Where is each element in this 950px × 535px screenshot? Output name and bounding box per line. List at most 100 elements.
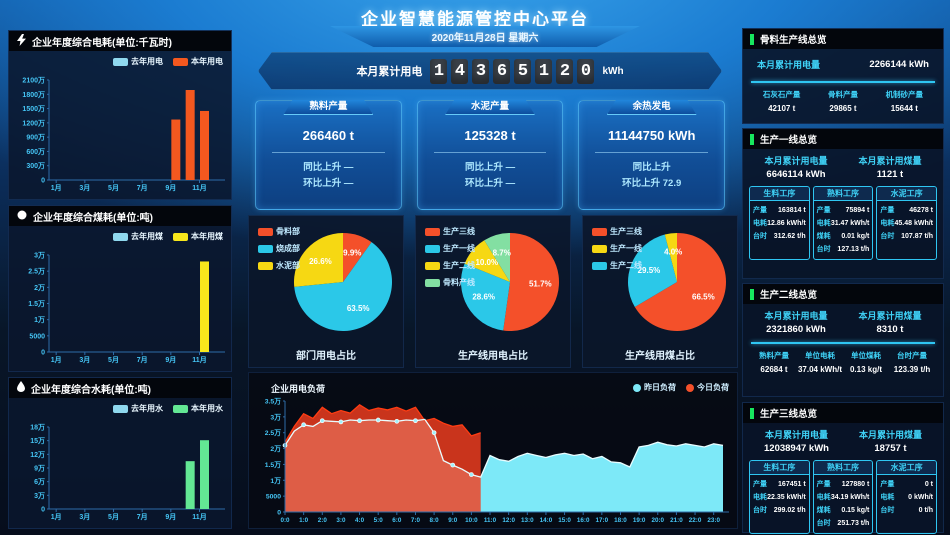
stat-value: 2321860 kWh: [766, 324, 826, 335]
legend-line-coal[interactable]: 生产三线生产一线生产二线: [592, 226, 642, 271]
legend-label: 水泥部: [276, 261, 300, 270]
svg-text:63.5%: 63.5%: [347, 304, 370, 313]
svg-text:2.5万: 2.5万: [28, 268, 45, 276]
svg-text:3.5万: 3.5万: [265, 398, 281, 406]
svg-text:26.6%: 26.6%: [309, 257, 332, 266]
process-card-rows: 产量 167451 t 电耗 22.35 kWh/t 台时 299.02 t/h: [750, 475, 809, 520]
legend-item[interactable]: 去年用水: [113, 403, 163, 414]
metric-label: 骨料产量: [827, 90, 858, 99]
legend-item[interactable]: 骨料产线: [425, 277, 475, 288]
svg-text:21:0: 21:0: [670, 517, 683, 524]
legend-item[interactable]: 水泥部: [258, 260, 300, 271]
process-metric-label: 台时: [816, 246, 831, 253]
svg-text:4.0%: 4.0%: [664, 247, 682, 256]
process-metric-value: 45.48 kWh/t: [894, 220, 934, 227]
svg-text:9:0: 9:0: [448, 517, 458, 524]
stat-value: 8310 t: [876, 324, 904, 335]
legend-swatch: [258, 227, 273, 236]
stat-card-metric: 环比上升 —: [464, 178, 516, 189]
svg-text:600万: 600万: [26, 148, 45, 156]
legend-item[interactable]: 今日负荷: [686, 382, 729, 393]
legend-item[interactable]: 生产一线: [592, 243, 642, 254]
legend-dept-power[interactable]: 骨料部烧成部水泥部: [258, 226, 300, 271]
divider: [751, 342, 935, 344]
chart-line-power-pie[interactable]: 51.7% 28.6% 10.0% 8.7%: [416, 216, 570, 353]
legend-line-power[interactable]: 生产三线生产一线生产二线骨料产线: [425, 226, 475, 288]
metric-value: 29865 t: [829, 104, 857, 113]
svg-text:3万: 3万: [34, 492, 45, 500]
legend-item[interactable]: 生产二线: [425, 260, 475, 271]
lightning-icon: [17, 33, 26, 49]
stat-card-metric: 同比上升 —: [303, 162, 354, 173]
metric-columns: 石灰石产量 42107 t 骨料产量 29865 t 机制砂产量 15644 t: [749, 88, 937, 116]
legend-item[interactable]: 去年用电: [113, 56, 163, 67]
legend-label: 烧成部: [276, 244, 300, 253]
svg-text:18:0: 18:0: [614, 517, 627, 524]
process-metric-value: 22.35 kWh/t: [767, 494, 806, 501]
process-metric-label: 电耗: [816, 220, 831, 227]
process-metric-row: 台时 299.02 t/h: [753, 504, 806, 517]
process-metric-value: 251.73 t/h: [837, 520, 870, 527]
legend-item[interactable]: 本年用水: [173, 403, 223, 414]
svg-text:2万: 2万: [270, 445, 281, 453]
legend-item[interactable]: 生产三线: [592, 226, 642, 237]
svg-text:29.5%: 29.5%: [638, 266, 661, 275]
legend-label: 生产二线: [610, 261, 642, 270]
svg-text:15:0: 15:0: [558, 517, 571, 524]
process-card-title: 熟料工序: [813, 187, 873, 201]
process-metric-label: 台时: [880, 507, 895, 514]
legend-annual-water[interactable]: 去年用水 本年用水: [113, 403, 223, 414]
svg-text:1月: 1月: [51, 184, 62, 192]
divider: [433, 152, 547, 153]
chart-annual-electricity[interactable]: 0 300万 600万 900万 1200万 1500万 1800万 2100万 1月 3月 5月 7…: [13, 75, 229, 198]
stat-block: 本月累计用电量 12038947 kWh: [764, 428, 829, 456]
process-card-rows: 产量 46278 t 电耗 45.48 kWh/t 台时 107.87 t/h: [877, 201, 936, 246]
legend-annual-coal[interactable]: 去年用煤 本年用煤: [113, 231, 223, 242]
svg-text:5000: 5000: [266, 494, 281, 501]
process-metric-value: 31.47 kWh/t: [830, 220, 870, 227]
svg-text:16:0: 16:0: [577, 517, 590, 524]
process-metric-row: 台时 107.87 t/h: [880, 230, 933, 243]
legend-item[interactable]: 生产三线: [425, 226, 475, 237]
legend-load[interactable]: 昨日负荷 今日负荷: [633, 382, 729, 393]
svg-text:3月: 3月: [79, 184, 90, 192]
metric-columns: 熟料产量 62684 t 单位电耗 37.04 kWh/t 单位煤耗 0.13 kg/t 台…: [749, 349, 937, 377]
legend-item[interactable]: 生产二线: [592, 260, 642, 271]
right-panel-body: 本月累计用电量 6646114 kWh 本月累计用煤量 1121 t 生料工序 产量 163…: [743, 149, 943, 264]
svg-text:11月: 11月: [192, 184, 206, 192]
legend-label: 今日负荷: [697, 383, 729, 392]
legend-annual-electricity[interactable]: 去年用电 本年用电: [113, 56, 223, 67]
legend-item[interactable]: 骨料部: [258, 226, 300, 237]
chart-annual-water[interactable]: 0 3万 6万 9万 12万 15万 18万 1月 3月 5月 7月 9月 11月: [13, 422, 229, 527]
legend-item[interactable]: 烧成部: [258, 243, 300, 254]
process-metric-row: 台时 312.62 t/h: [753, 230, 806, 243]
right-panel-body: 本月累计用电量 2321860 kWh 本月累计用煤量 8310 t 熟料产量 62684…: [743, 304, 943, 381]
svg-text:7月: 7月: [137, 356, 148, 364]
process-metric-value: 0.15 kg/t: [841, 507, 870, 514]
svg-text:0:0: 0:0: [280, 517, 290, 524]
svg-text:1200万: 1200万: [22, 119, 45, 127]
svg-text:7月: 7月: [137, 184, 148, 192]
chart-load-curve[interactable]: 0 5000 1万 1.5万 2万 2.5万 3万 3.5万 0:0 1:0 2:0 3:0 4:0 5:…: [255, 395, 733, 530]
legend-item[interactable]: 本年用电: [173, 56, 223, 67]
legend-swatch: [173, 232, 188, 241]
svg-text:900万: 900万: [26, 134, 45, 142]
legend-item[interactable]: 生产一线: [425, 243, 475, 254]
chart-dept-power-pie[interactable]: 9.9% 63.5% 26.6%: [249, 216, 403, 353]
chart-line-coal-pie[interactable]: 66.5% 29.5% 4.0%: [583, 216, 737, 353]
legend-item[interactable]: 去年用煤: [113, 231, 163, 242]
panel-annual-electricity-title: 企业年度综合电耗(单位:千瓦时): [9, 31, 231, 51]
svg-text:9月: 9月: [165, 184, 176, 192]
legend-item[interactable]: 本年用煤: [173, 231, 223, 242]
svg-text:12:0: 12:0: [502, 517, 515, 524]
process-metric-label: 煤耗: [816, 507, 831, 514]
process-metric-label: 电耗: [880, 220, 895, 227]
process-metric-row: 产量 46278 t: [880, 204, 933, 217]
svg-text:11月: 11月: [192, 356, 206, 364]
svg-text:9月: 9月: [165, 513, 176, 521]
svg-text:14:0: 14:0: [540, 517, 553, 524]
process-metric-value: 107.87 t/h: [901, 233, 934, 240]
legend-item[interactable]: 昨日负荷: [633, 382, 676, 393]
chart-annual-coal[interactable]: 0 5000 1万 1.5万 2万 2.5万 3万 1月 3月 5月 7月 9月 11月: [13, 250, 229, 370]
process-card-title: 水泥工序: [877, 187, 937, 201]
